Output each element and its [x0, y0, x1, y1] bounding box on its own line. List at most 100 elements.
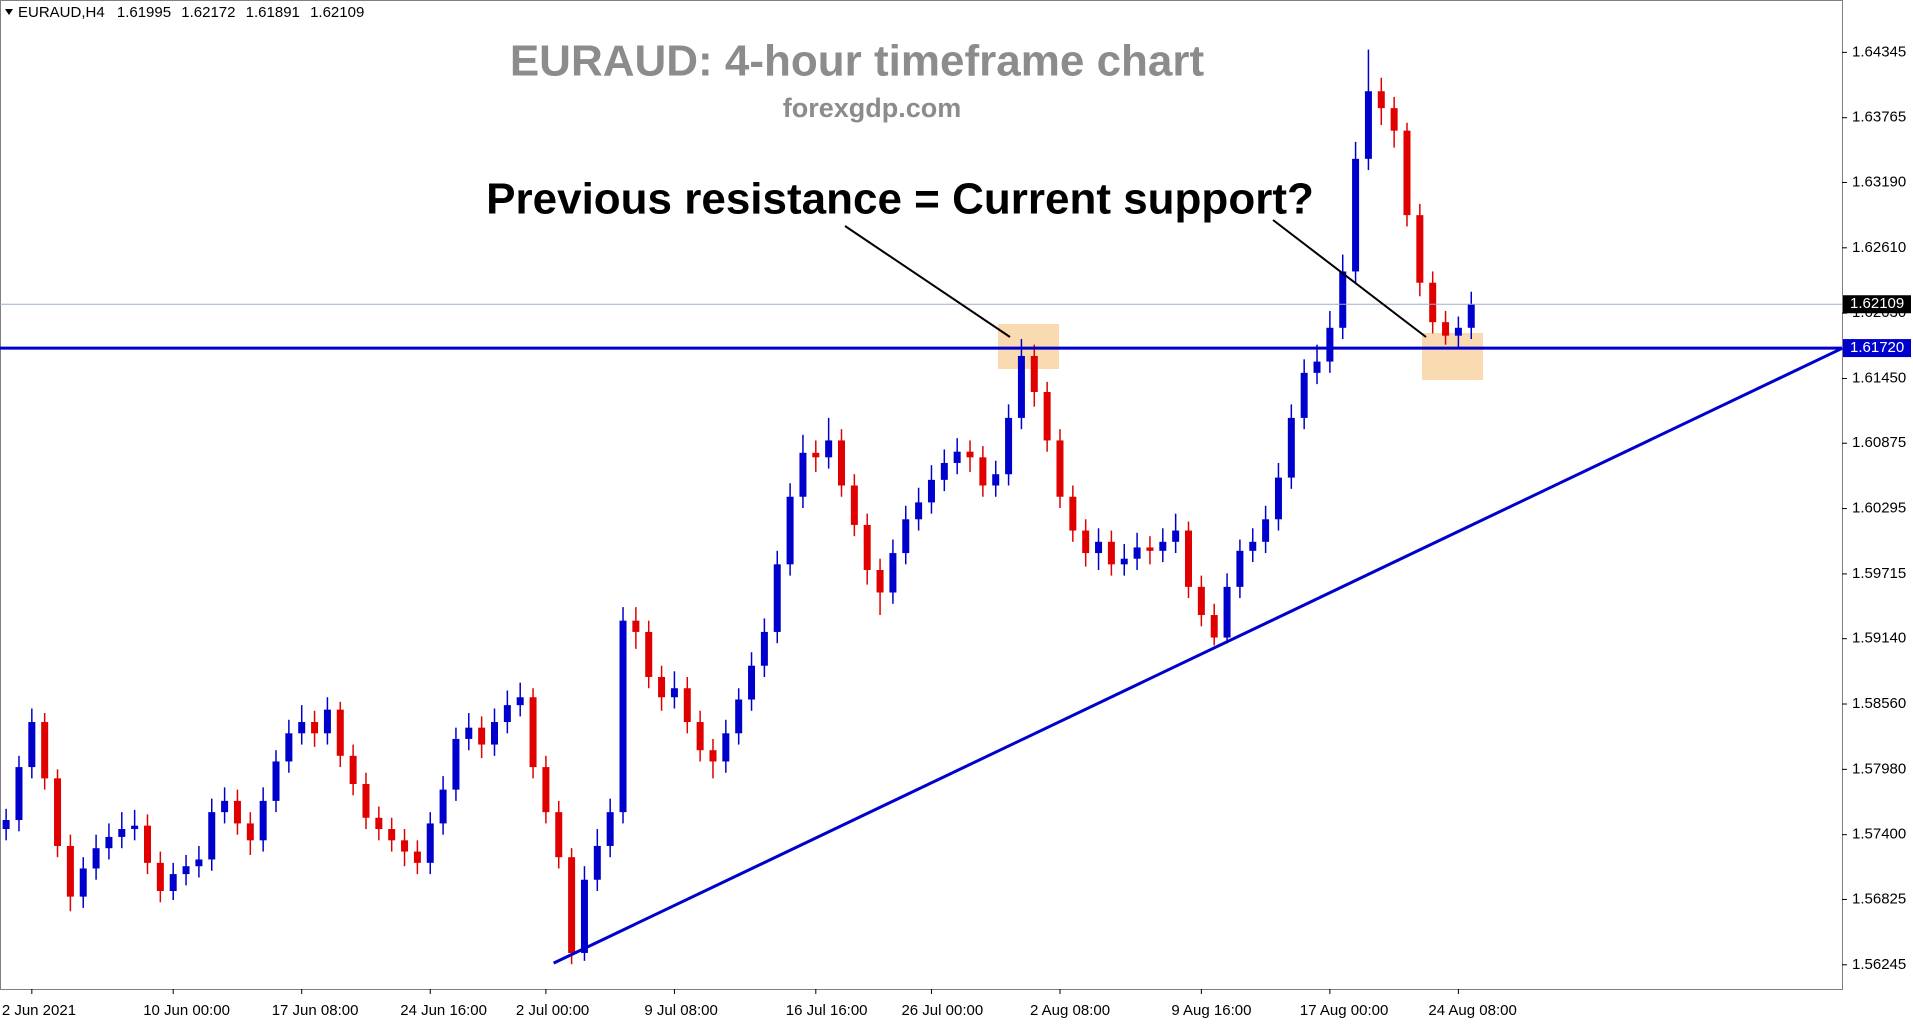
candle-body [336, 709, 344, 756]
x-tick-label: 16 Jul 16:00 [786, 1002, 868, 1019]
header: EURAUD,H4 1.61995 1.62172 1.61891 1.6210… [18, 4, 364, 21]
candle-body [401, 840, 409, 852]
current-price-box [1843, 295, 1911, 314]
candle-body [1095, 541, 1103, 554]
candle-body [2, 820, 10, 830]
candle-body [850, 485, 858, 525]
candle-body [1185, 530, 1193, 587]
candle-body [1069, 496, 1077, 531]
candle-body [156, 862, 164, 892]
candle-body [413, 851, 421, 863]
candle-body [773, 564, 781, 632]
annotation-pointer [844, 225, 1011, 338]
candle-body [118, 829, 126, 837]
candle-body [169, 874, 177, 892]
candle-body [1313, 361, 1321, 373]
candle-body [1017, 355, 1025, 418]
candle-body [593, 845, 601, 880]
candle-body [876, 569, 884, 593]
x-tick-label: 26 Jul 00:00 [901, 1002, 983, 1019]
candle-body [696, 722, 704, 751]
quote-close: 1.62109 [310, 4, 364, 21]
candle-body [490, 722, 498, 745]
candle-body [670, 688, 678, 698]
chart-subtitle: forexgdp.com [783, 93, 962, 123]
candle-body [1223, 586, 1231, 638]
candle-body [606, 812, 614, 846]
y-tick-label: 1.62610 [1852, 239, 1906, 256]
candle-body [542, 767, 550, 813]
candle-body [259, 800, 267, 841]
candle-body [54, 778, 62, 846]
candle-body [1403, 130, 1411, 216]
quote-open: 1.61995 [117, 4, 171, 21]
candle-body [1197, 586, 1205, 616]
candle-body [1262, 519, 1270, 542]
x-tick-label: 9 Jul 08:00 [644, 1002, 717, 1019]
candle-body [233, 800, 241, 824]
candle-body [221, 800, 229, 813]
quote-high: 1.62172 [181, 4, 235, 21]
candle-body [388, 829, 396, 841]
y-tick-label: 1.56245 [1852, 956, 1906, 973]
level-price-box [1843, 339, 1911, 358]
candle-body [953, 451, 961, 463]
candle-body [15, 767, 23, 821]
candle-body [1274, 477, 1282, 520]
candle-body [812, 452, 820, 458]
candle-body [940, 462, 948, 480]
candle-body [915, 502, 923, 520]
x-tick-label: 24 Jun 16:00 [400, 1002, 487, 1019]
candle-body [992, 474, 1000, 486]
candle-body [28, 722, 36, 768]
y-tick-label: 1.59715 [1852, 565, 1906, 582]
candle-body [478, 727, 486, 745]
candle-body [889, 553, 897, 593]
candle-body [658, 676, 666, 698]
candle-body [1159, 541, 1167, 551]
y-tick-label: 1.64345 [1852, 43, 1906, 60]
trendline [552, 346, 1844, 965]
plot-frame [0, 0, 1843, 990]
quote-low: 1.61891 [246, 4, 300, 21]
level-price-label: 1.61720 [1850, 339, 1904, 356]
header-arrow [5, 9, 13, 15]
y-tick-label: 1.56825 [1852, 890, 1906, 907]
candle-body [760, 631, 768, 666]
candle-body [838, 440, 845, 486]
candle-body [1107, 541, 1115, 565]
candle-body [516, 697, 524, 706]
candle-body [902, 519, 910, 554]
candle-body [208, 812, 216, 860]
candle-body [1326, 327, 1334, 362]
x-tick-label: 9 Aug 16:00 [1171, 1002, 1251, 1019]
candle-body [735, 699, 743, 734]
candle-body [195, 859, 203, 867]
candle-body [799, 452, 807, 497]
candle-body [555, 812, 563, 858]
highlight-box [1422, 333, 1483, 380]
candle-body [1467, 304, 1475, 328]
y-tick-label: 1.63765 [1852, 109, 1906, 126]
x-tick-label: 2 Jul 00:00 [516, 1002, 589, 1019]
candle-body [92, 848, 100, 869]
candle-body [1030, 355, 1038, 392]
x-tick-label: 2 Jun 2021 [2, 1002, 76, 1019]
candle-body [927, 479, 935, 503]
candle-body [1364, 91, 1372, 159]
candle-body [979, 457, 987, 486]
candle-body [41, 722, 49, 779]
candle-body [568, 857, 576, 953]
candle-body [1133, 547, 1141, 559]
candle-body [619, 620, 627, 813]
candle-body [1146, 547, 1154, 551]
candle-body [709, 750, 717, 762]
candle-body [1352, 158, 1360, 272]
candle-body [79, 868, 87, 897]
x-tick-label: 24 Aug 08:00 [1428, 1002, 1516, 1019]
candle-body [1429, 282, 1437, 323]
candle-body [452, 738, 460, 790]
candle-body [825, 440, 833, 458]
